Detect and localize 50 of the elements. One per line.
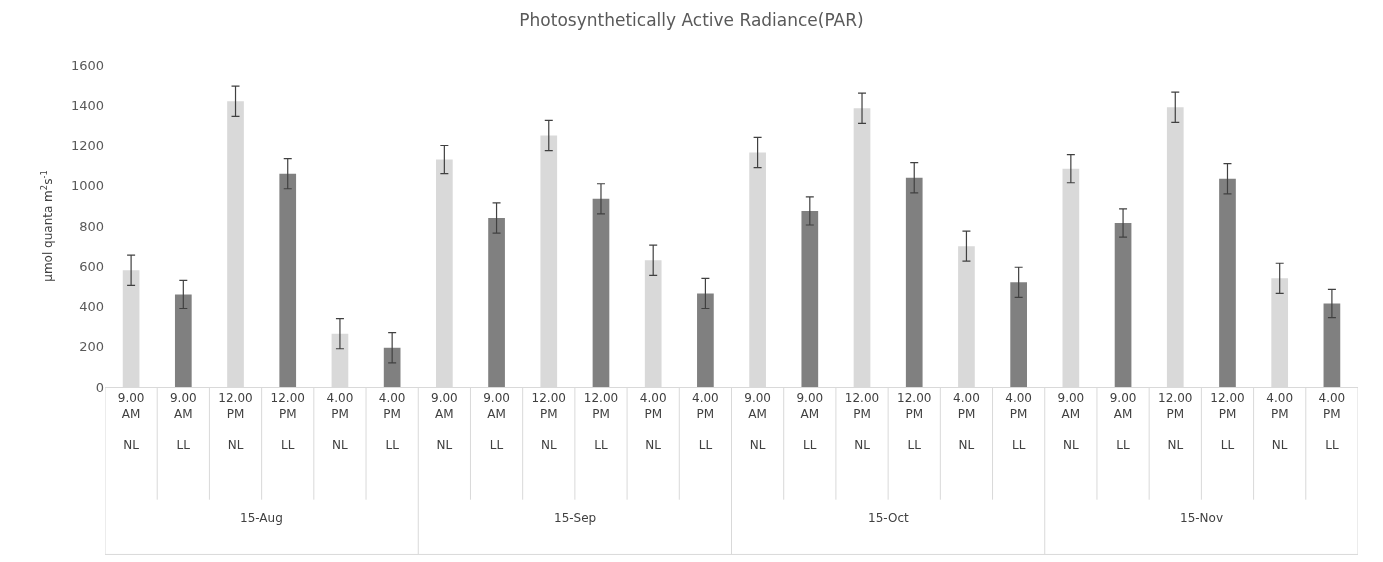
category-label: 12.00 PM LL (897, 391, 932, 453)
y-tick-label: 400 (79, 299, 104, 315)
bar (1323, 303, 1341, 387)
text: 15-Nov (1180, 511, 1224, 525)
bar (1219, 178, 1236, 387)
text: 15-Aug (240, 511, 283, 525)
y-tick-label: 0 (95, 379, 104, 395)
y-tick-label: 200 (79, 339, 104, 355)
category-label: 4.00 PM LL (692, 391, 719, 453)
category-label: 9.00 AM NL (1057, 391, 1085, 453)
text: 15-Sep (554, 511, 597, 525)
bar (1114, 222, 1132, 387)
bar (697, 293, 714, 387)
y-tick-label: 600 (79, 258, 104, 274)
y-tick-label: 800 (79, 218, 104, 234)
category-label: 12.00 PM NL (218, 391, 253, 453)
category-label: 12.00 PM LL (270, 391, 305, 453)
bar (1010, 282, 1027, 387)
category-label: 4.00 PM NL (639, 391, 667, 453)
category-label: 9.00 AM LL (169, 391, 197, 453)
y-tick-label: 1000 (70, 178, 104, 194)
text: 15-Oct (868, 511, 909, 525)
category-label: 12.00 PM NL (1158, 391, 1193, 453)
y-tick-label: 1400 (70, 97, 104, 113)
category-label: 4.00 PM LL (378, 391, 406, 453)
category-label: 9.00 AM NL (430, 391, 458, 453)
category-label: 4.00 PM NL (953, 391, 980, 453)
y-tick-label: 1600 (70, 57, 104, 73)
bar (905, 177, 923, 387)
bar (592, 198, 610, 387)
bar (279, 173, 297, 387)
category-label: 9.00 AM NL (117, 391, 145, 453)
category-label: 4.00 PM NL (1266, 391, 1294, 453)
category-label: 9.00 AM NL (744, 391, 771, 453)
category-label: 4.00 PM NL (326, 391, 354, 453)
bar (488, 217, 505, 387)
category-label: 9.00 AM LL (1109, 391, 1137, 453)
bar (174, 294, 192, 387)
category-label: 12.00 PM NL (531, 391, 566, 453)
category-label: 12.00 PM LL (583, 391, 619, 453)
category-label: 4.00 PM LL (1318, 391, 1346, 453)
category-label: 9.00 AM LL (796, 391, 824, 453)
category-label: 4.00 PM LL (1005, 391, 1033, 453)
y-tick-label: 1200 (70, 138, 104, 154)
bar (383, 347, 401, 387)
bar (801, 210, 819, 387)
chart-title: Photosynthetically Active Radiance(PAR) (519, 9, 864, 30)
category-label: 12.00 PM NL (844, 391, 880, 453)
category-label: 9.00 AM LL (483, 391, 510, 453)
category-label: 12.00 PM LL (1210, 391, 1245, 453)
